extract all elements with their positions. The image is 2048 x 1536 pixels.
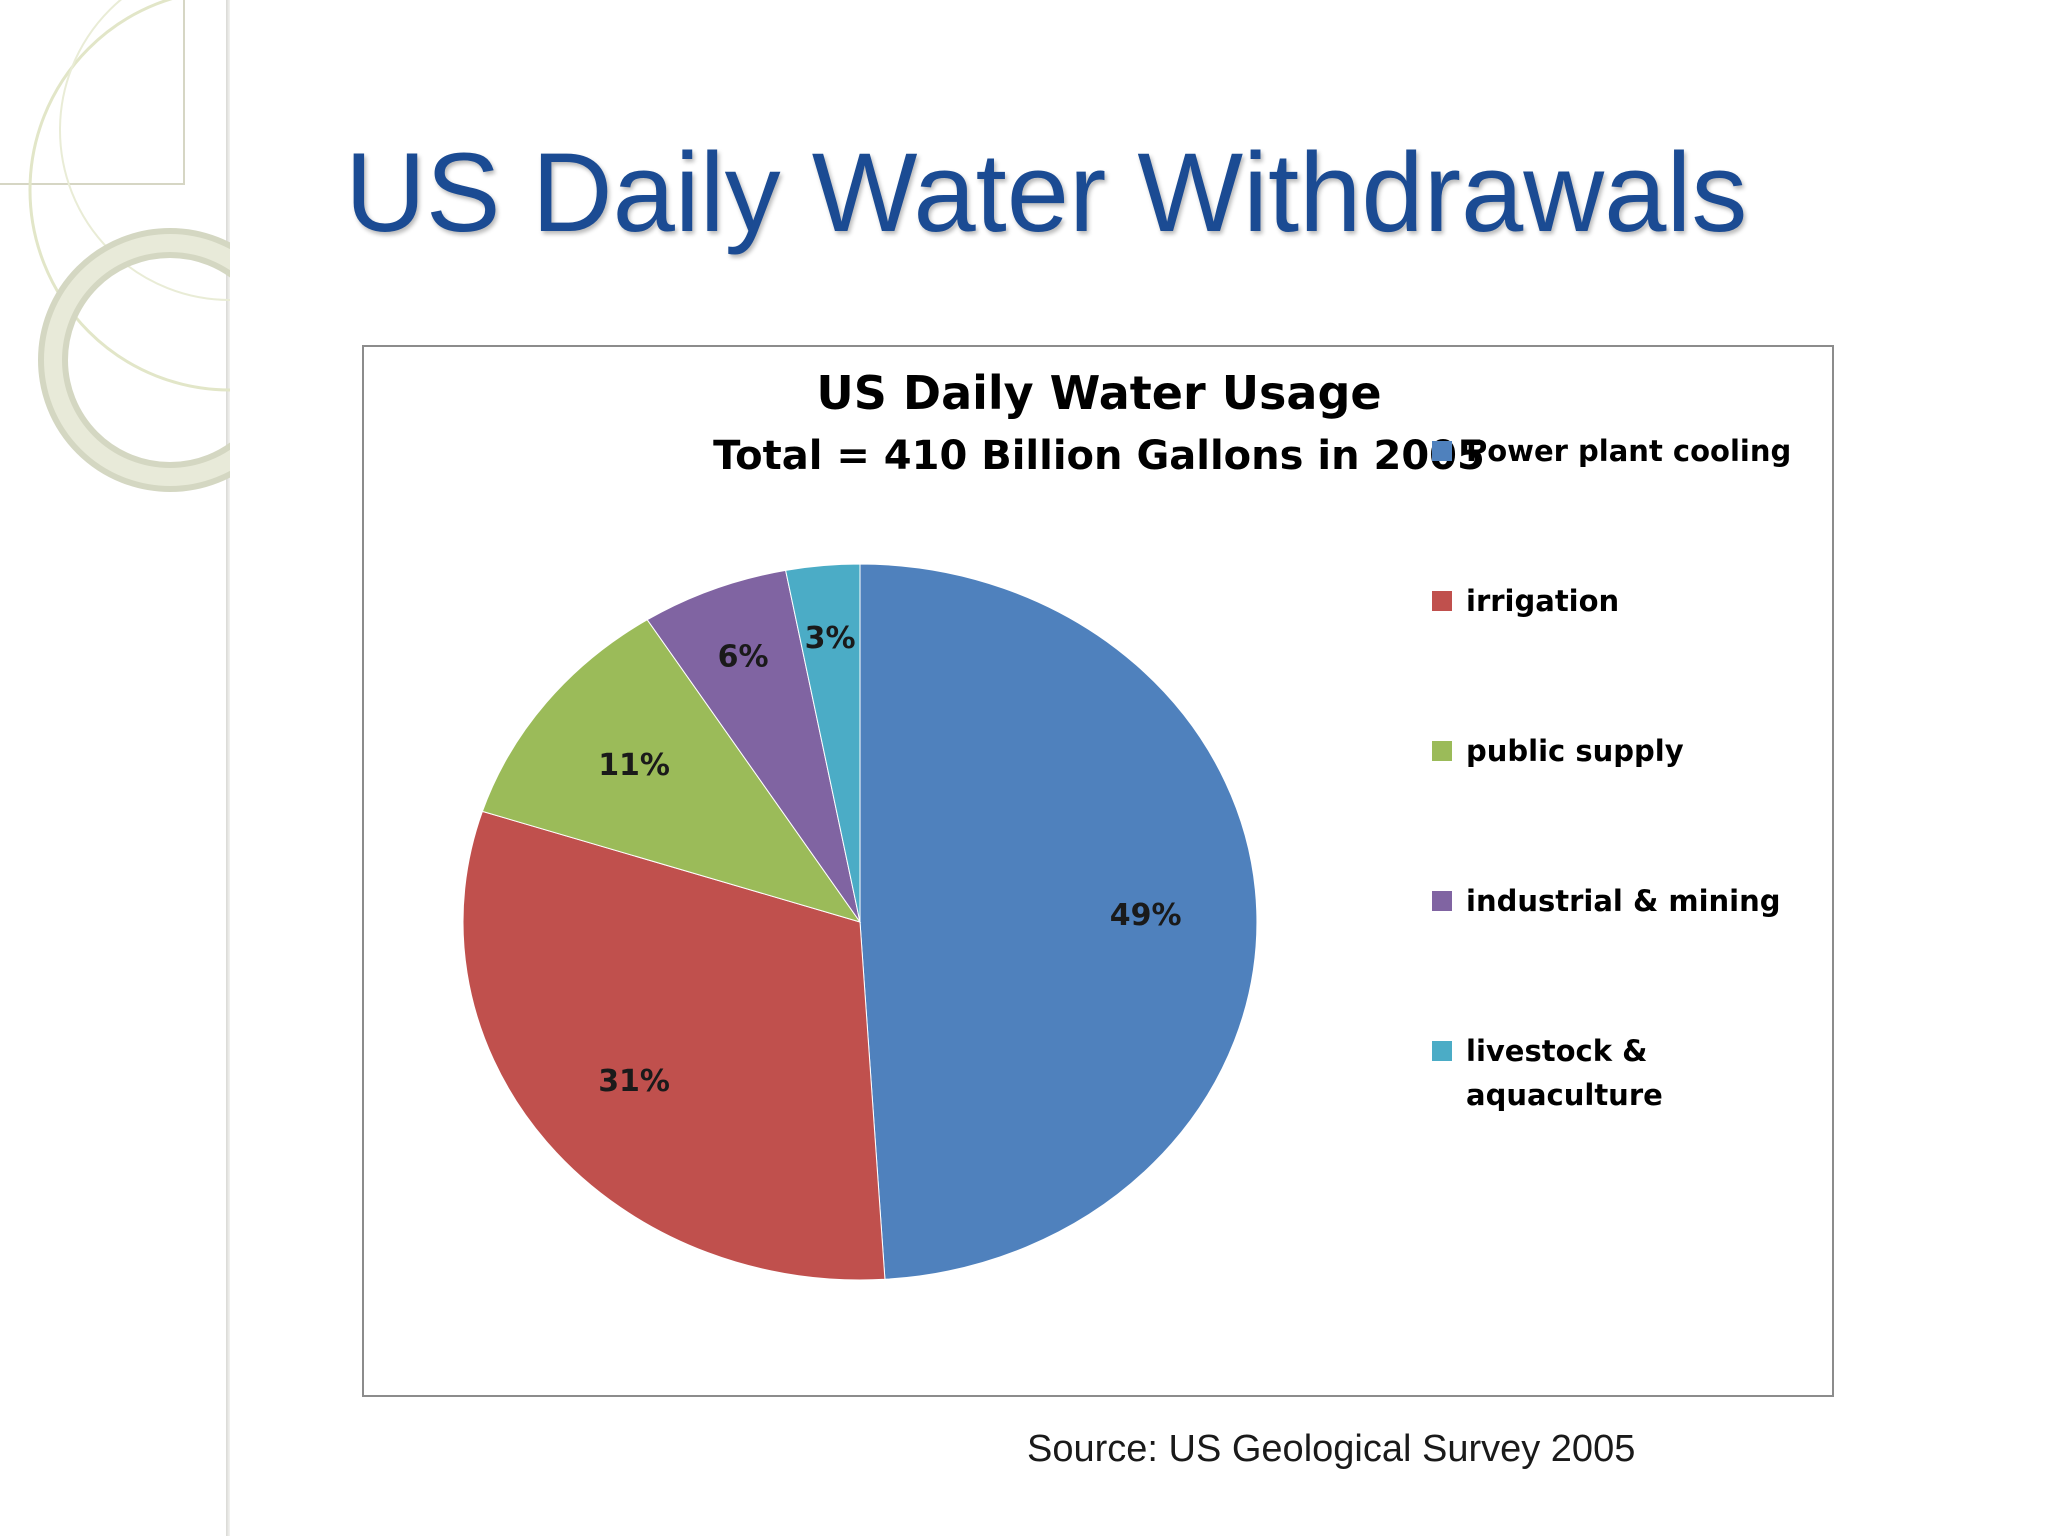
pie-slice-2	[481, 619, 862, 923]
pie-data-labels: 49% 31% 11% 6% 3%	[598, 621, 1181, 1099]
strip-divider	[226, 0, 230, 1536]
pie-chart: US Daily Water Usage Total = 410 Billion…	[462, 366, 1791, 1281]
chart-subtitle: Total = 410 Billion Gallons in 2005	[713, 433, 1485, 479]
pie-data-label-0: 49%	[1110, 898, 1182, 933]
slide-title: US Daily Water Withdrawals	[345, 130, 1748, 255]
pie-data-label-1: 31%	[598, 1064, 670, 1099]
legend-swatch-0	[1432, 441, 1452, 461]
pie-slice-4	[785, 563, 861, 923]
legend-swatch-2	[1432, 741, 1452, 761]
pie-slice-0	[859, 563, 1258, 1280]
pie-data-label-4: 3%	[805, 621, 856, 656]
legend-swatch-3	[1432, 891, 1452, 911]
legend-label-2: public supply	[1466, 734, 1684, 768]
pie-slice-3	[646, 569, 861, 923]
chart-title: US Daily Water Usage	[816, 366, 1381, 420]
legend-label-0: Power plant cooling	[1466, 434, 1791, 468]
chart-legend: Power plant cooling irrigation public supp…	[1432, 434, 1791, 1112]
source-caption: Source: US Geological Survey 2005	[1027, 1428, 1636, 1470]
decorative-rings	[0, 0, 230, 492]
chart-frame: US Daily Water Usage Total = 410 Billion…	[362, 345, 1834, 1397]
pie-slices	[462, 563, 1258, 1281]
pie-slice-1	[462, 810, 886, 1281]
legend-swatch-4	[1432, 1041, 1452, 1061]
legend-label-3: industrial & mining	[1466, 884, 1781, 918]
legend-label-1: irrigation	[1466, 584, 1619, 618]
legend-label-4: livestock & aquaculture	[1466, 1034, 1663, 1112]
pie-data-label-2: 11%	[598, 748, 670, 783]
legend-swatch-1	[1432, 591, 1452, 611]
pie-data-label-3: 6%	[718, 640, 769, 675]
